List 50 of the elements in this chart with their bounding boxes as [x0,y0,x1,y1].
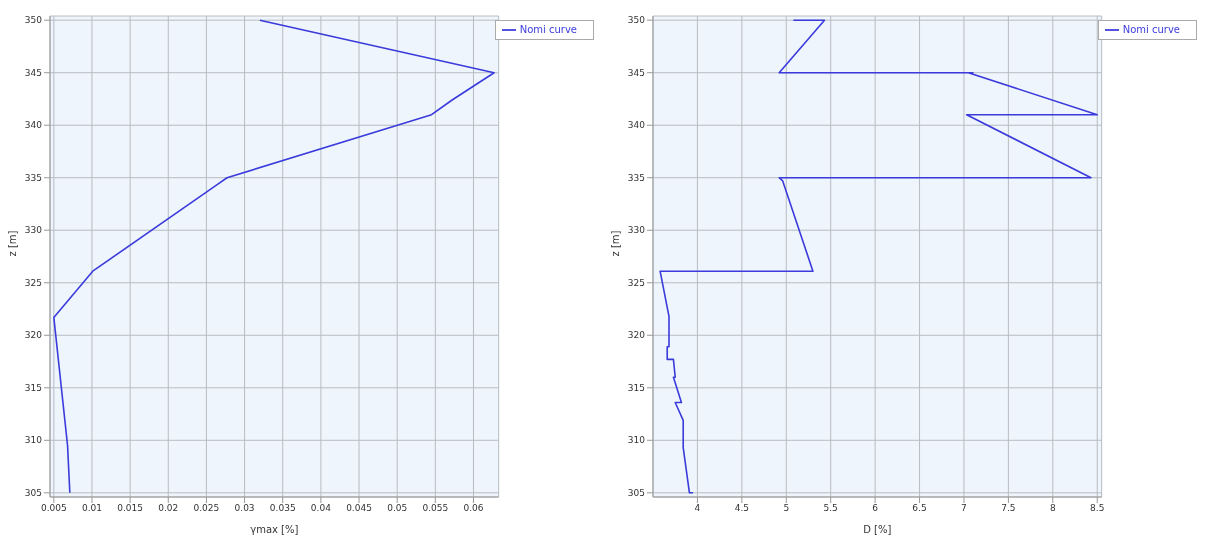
y-tick-label: 340 [24,120,43,131]
x-tick-label: 0.055 [422,503,449,514]
y-tick-label: 350 [627,15,646,26]
y-tick-label: 345 [627,67,645,78]
x-tick-label: 5.5 [823,503,838,514]
x-tick-label: 8 [1049,503,1056,514]
x-axis-title: γmax [%] [250,524,299,535]
y-tick-label: 345 [24,67,42,78]
x-tick-label: 5 [783,503,790,514]
x-tick-label: 6.5 [912,503,927,514]
y-tick-label: 310 [627,435,646,446]
x-tick-label: 0.045 [346,503,372,514]
x-tick-label: 0.03 [234,503,255,514]
y-tick-label: 330 [24,225,43,236]
x-tick-label: 0.01 [81,503,102,514]
y-tick-label: 315 [24,382,42,393]
y-tick-label: 350 [24,15,43,26]
x-tick-label: 7 [961,503,967,514]
line-series [659,19,1099,494]
x-tick-label: 4.5 [734,503,750,514]
x-tick-label: 0.025 [193,503,220,514]
y-tick-label: 335 [24,172,42,183]
x-tick-label: 8.5 [1090,503,1105,514]
x-tick-label: 0.035 [269,503,296,514]
x-tick-label: 0.06 [463,503,484,514]
y-tick-label: 315 [627,382,645,393]
y-tick-label: 325 [24,277,42,288]
y-axis-title: z [m] [6,230,18,257]
x-tick-label: 4 [694,503,701,514]
y-tick-label: 320 [627,330,646,341]
x-tick-label: 0.05 [387,503,408,514]
x-tick-label: 6 [872,503,879,514]
legend-label: Nomi curve [519,24,577,35]
y-axis-title: z [m] [609,230,621,257]
x-tick-label: 0.005 [40,503,67,514]
y-tick-label: 335 [627,172,645,183]
x-tick-label: 7.5 [1001,503,1016,514]
y-tick-label: 340 [627,120,646,131]
x-tick-label: 0.02 [158,503,179,514]
y-tick-label: 305 [627,487,645,498]
x-tick-label: 0.04 [310,503,332,514]
y-tick-label: 320 [24,330,43,341]
x-tick-label: 0.015 [117,503,143,514]
legend-label: Nomi curve [1122,24,1180,35]
y-tick-label: 330 [627,225,646,236]
line-series [53,19,495,494]
y-tick-label: 310 [24,435,43,446]
y-tick-label: 305 [24,487,42,498]
y-tick-label: 325 [627,277,645,288]
x-axis-title: D [%] [863,524,892,535]
